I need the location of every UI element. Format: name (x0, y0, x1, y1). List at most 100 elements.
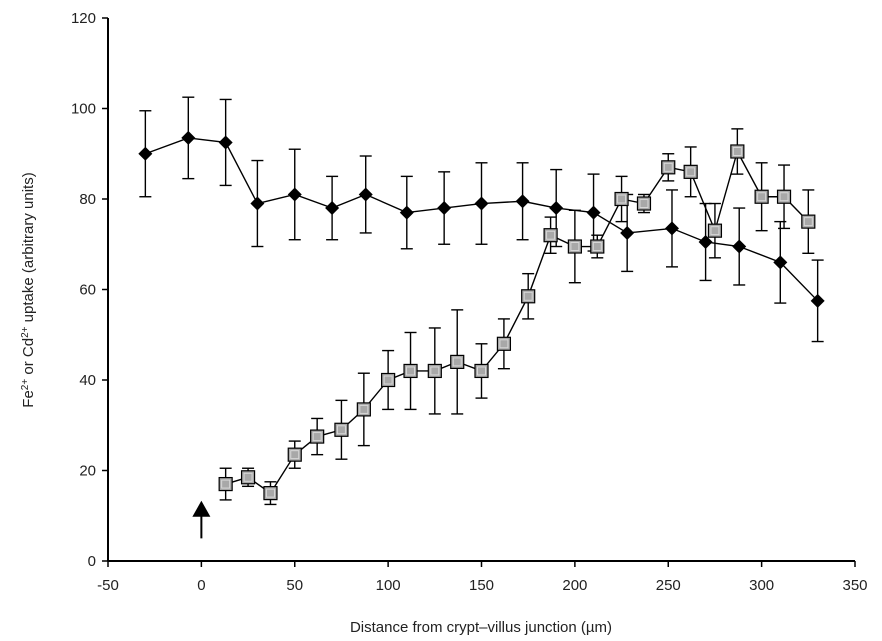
y-tick-label: 0 (88, 553, 96, 570)
data-point (810, 293, 825, 308)
data-point (496, 336, 512, 351)
data-point-highlight (617, 194, 627, 204)
data-point-highlight (430, 366, 440, 376)
x-tick-label: -50 (97, 577, 119, 594)
data-point (250, 196, 265, 211)
data-point (515, 194, 530, 209)
data-point-highlight (803, 217, 813, 227)
y-title-text: Fe (20, 390, 37, 408)
data-point-highlight (406, 366, 416, 376)
data-point (664, 221, 679, 236)
x-tick-label: 150 (469, 577, 494, 594)
data-point (754, 189, 769, 204)
data-point (732, 239, 747, 254)
x-tick-label: 0 (197, 577, 205, 594)
data-point (567, 239, 582, 254)
y-tick-label: 60 (79, 282, 96, 299)
data-point-highlight (290, 450, 300, 460)
data-point (636, 196, 652, 211)
data-point (450, 354, 465, 369)
data-point (661, 160, 676, 175)
data-point-highlight (383, 375, 393, 385)
x-tick-label: 250 (656, 577, 681, 594)
data-point-highlight (592, 242, 602, 252)
data-point-highlight (452, 357, 462, 367)
data-point (776, 189, 792, 204)
data-point (683, 164, 698, 179)
data-point (356, 402, 371, 417)
data-point (773, 255, 788, 270)
data-point-highlight (477, 366, 486, 376)
data-point-highlight (710, 226, 720, 236)
data-point-highlight (359, 404, 369, 414)
data-point (334, 422, 349, 437)
data-point (240, 470, 256, 485)
data-point (218, 135, 233, 150)
y-tick-label: 100 (71, 101, 96, 118)
data-point (474, 363, 489, 379)
data-point (614, 191, 629, 207)
data-point (707, 223, 723, 238)
data-point-highlight (312, 432, 322, 442)
series-diamond (138, 96, 825, 343)
y-title-superscript: 2+ (20, 326, 31, 338)
data-point (399, 205, 414, 220)
data-point-highlight (639, 199, 649, 209)
data-point (620, 225, 635, 240)
data-point (730, 144, 745, 159)
x-tick-label: 300 (749, 577, 774, 594)
data-point (138, 146, 153, 161)
data-point-highlight (732, 146, 742, 156)
data-point (586, 205, 601, 220)
data-point-highlight (757, 192, 767, 202)
data-point (437, 201, 452, 216)
data-point (181, 130, 196, 145)
x-tick-label: 50 (286, 577, 303, 594)
y-title-superscript: 2+ (20, 379, 31, 391)
data-point (590, 239, 605, 254)
y-tick-label: 40 (79, 372, 96, 389)
data-point (287, 187, 302, 202)
y-tick-label: 120 (71, 10, 96, 27)
data-point-highlight (663, 162, 673, 172)
data-point-highlight (570, 242, 580, 252)
data-point-highlight (221, 479, 231, 489)
y-tick-label: 20 (79, 463, 96, 480)
data-point-highlight (243, 472, 253, 482)
y-tick-label: 80 (79, 191, 96, 208)
x-tick-label: 200 (562, 577, 587, 594)
data-point (521, 289, 536, 304)
data-point (381, 372, 396, 388)
data-point (427, 363, 442, 379)
arrow-head-icon (192, 500, 211, 517)
data-point-highlight (499, 339, 509, 349)
data-point (263, 486, 278, 501)
x-tick-label: 100 (376, 577, 401, 594)
data-point-highlight (546, 230, 556, 240)
data-point (218, 476, 233, 492)
y-title-text: or Cd (20, 338, 37, 379)
data-point (543, 228, 558, 243)
series-square (218, 128, 816, 506)
data-point-highlight (523, 291, 533, 301)
y-axis-title: Fe2+ or Cd2+ uptake (arbitrary units) (20, 172, 38, 407)
data-point (358, 187, 373, 202)
data-point (325, 201, 340, 216)
data-point (549, 201, 564, 216)
data-point-highlight (686, 167, 696, 177)
x-tick-label: 350 (842, 577, 867, 594)
data-point-highlight (779, 192, 789, 202)
series-layer (138, 96, 825, 506)
data-point (474, 196, 489, 211)
data-point (403, 363, 418, 379)
data-point-highlight (336, 425, 346, 435)
annotation (192, 500, 211, 539)
data-point-highlight (265, 488, 275, 498)
data-point (287, 447, 302, 462)
x-axis-title: Distance from crypt–villus junction (µm) (350, 619, 612, 636)
data-point (698, 234, 713, 249)
y-title-text: uptake (arbitrary units) (20, 172, 37, 326)
data-point (801, 214, 816, 229)
